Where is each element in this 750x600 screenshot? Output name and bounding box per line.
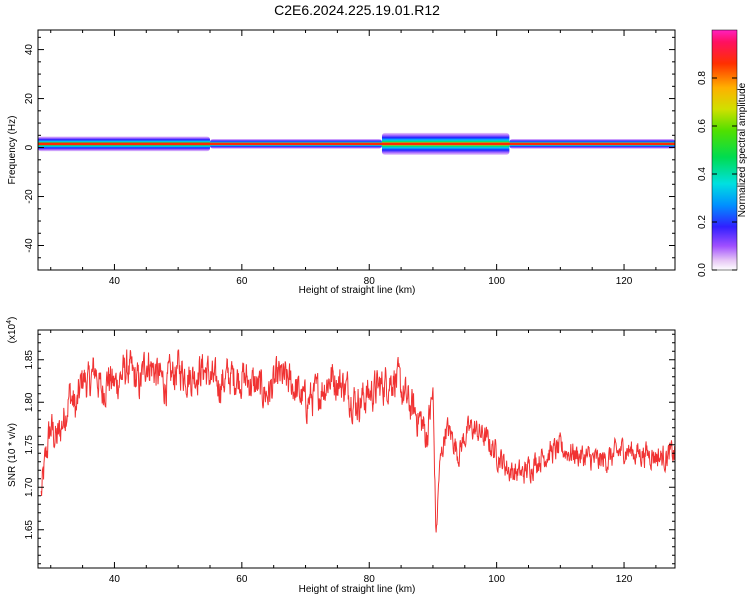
colorbar-ticks: 0.0 0.2 0.4 0.6 0.8 xyxy=(697,71,737,277)
snr-x-tick-label: 120 xyxy=(616,574,633,585)
spectrogram-x-axis: 40 60 80 100 120 xyxy=(50,30,657,287)
snr-y-tick-label: 1.65 xyxy=(24,520,35,540)
colorbar-label: Normalized spectral amplitude xyxy=(737,82,748,217)
snr-x-tick-label: 100 xyxy=(488,574,505,585)
colorbar-gradient xyxy=(711,29,738,271)
snr-y-tick-label: 1.85 xyxy=(24,350,35,370)
snr-x-tick-label: 40 xyxy=(109,574,121,585)
colorbar-tick-label: 0.8 xyxy=(697,71,708,85)
snr-x-tick-label: 80 xyxy=(364,574,376,585)
spectrogram-x-tick-label: 60 xyxy=(236,276,248,287)
snr-x-tick-label: 60 xyxy=(236,574,248,585)
spectrogram-x-tick-label: 40 xyxy=(109,276,121,287)
snr-panel: 40 60 80 100 120 1.65 1.70 1.75 1.80 1.85 Height… xyxy=(6,317,676,595)
spectrogram-y-tick-label: -20 xyxy=(24,189,35,204)
snr-y-tick-label: 1.75 xyxy=(24,435,35,455)
spectrogram-panel: 40 60 80 100 120 -40 -20 0 20 40 Height of strai… xyxy=(7,29,676,296)
colorbar-tick-label: 0.0 xyxy=(697,263,708,277)
colorbar-tick-label: 0.4 xyxy=(697,167,708,181)
snr-series-line xyxy=(40,349,675,533)
spectrogram-x-label: Height of straight line (km) xyxy=(299,285,416,296)
spectrogram-y-label: Frequency (Hz) xyxy=(7,116,18,185)
spectrogram-y-tick-label: -40 xyxy=(24,238,35,253)
snr-y-axis: 1.65 1.70 1.75 1.80 1.85 xyxy=(24,333,675,565)
snr-y-label: SNR (10 * v/v) xyxy=(7,423,18,487)
spectrogram-x-tick-label: 120 xyxy=(616,276,633,287)
snr-y-tick-label: 1.70 xyxy=(24,477,35,497)
snr-y-multiplier: (x104) xyxy=(6,317,18,344)
spectrogram-y-tick-label: 0 xyxy=(24,144,35,150)
colorbar-tick-label: 0.2 xyxy=(697,215,708,229)
colorbar: 0.0 0.2 0.4 0.6 0.8 Normalized spectral ampl… xyxy=(697,29,748,277)
spectral-band xyxy=(38,132,675,155)
spectrogram-y-axis: -40 -20 0 20 40 xyxy=(24,36,675,271)
snr-plot-area xyxy=(38,330,675,568)
snr-x-axis: 40 60 80 100 120 xyxy=(50,330,657,585)
spectrogram-frame xyxy=(37,29,676,271)
spectrogram-x-tick-label: 100 xyxy=(488,276,505,287)
snr-y-tick-label: 1.80 xyxy=(24,392,35,412)
colorbar-tick-label: 0.6 xyxy=(697,119,708,133)
spectrogram-y-tick-label: 20 xyxy=(24,93,35,105)
spectrogram-y-tick-label: 40 xyxy=(24,44,35,56)
spectrogram-x-tick-label: 80 xyxy=(364,276,376,287)
snr-frame xyxy=(37,329,676,569)
chart-title: C2E6.2024.225.19.01.R12 xyxy=(274,2,440,18)
snr-x-label: Height of straight line (km) xyxy=(299,584,416,595)
